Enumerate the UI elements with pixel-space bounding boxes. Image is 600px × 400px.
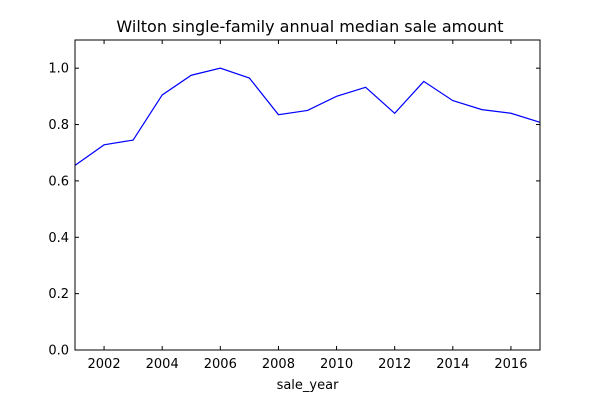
x-tick-label: 2008 [262, 357, 295, 372]
y-tick-label: 0.8 [48, 118, 69, 133]
plot-area [74, 67, 541, 166]
y-tick-label: 1.0 [48, 62, 69, 77]
y-tick-label: 0.2 [48, 287, 69, 302]
x-axis-label: sale_year [277, 378, 340, 393]
y-axis: 0.0 0.2 0.4 0.6 0.8 1.0 [48, 62, 540, 359]
y-tick-label: 0.4 [48, 231, 69, 246]
x-tick-label: 2006 [204, 357, 237, 372]
x-tick-label: 2016 [494, 357, 527, 372]
y-tick-label: 0.0 [48, 344, 69, 359]
y-tick-label: 0.6 [48, 174, 69, 189]
plot-frame [74, 39, 541, 351]
x-tick-label: 2014 [436, 357, 469, 372]
x-axis: 2002 2004 2006 2008 2010 2012 2014 2016 [88, 40, 527, 372]
chart-title: Wilton single-family annual median sale … [116, 17, 503, 36]
x-tick-label: 2012 [378, 357, 411, 372]
series-line [74, 67, 541, 166]
x-tick-label: 2010 [320, 357, 353, 372]
x-tick-label: 2002 [88, 357, 121, 372]
x-tick-label: 2004 [146, 357, 179, 372]
